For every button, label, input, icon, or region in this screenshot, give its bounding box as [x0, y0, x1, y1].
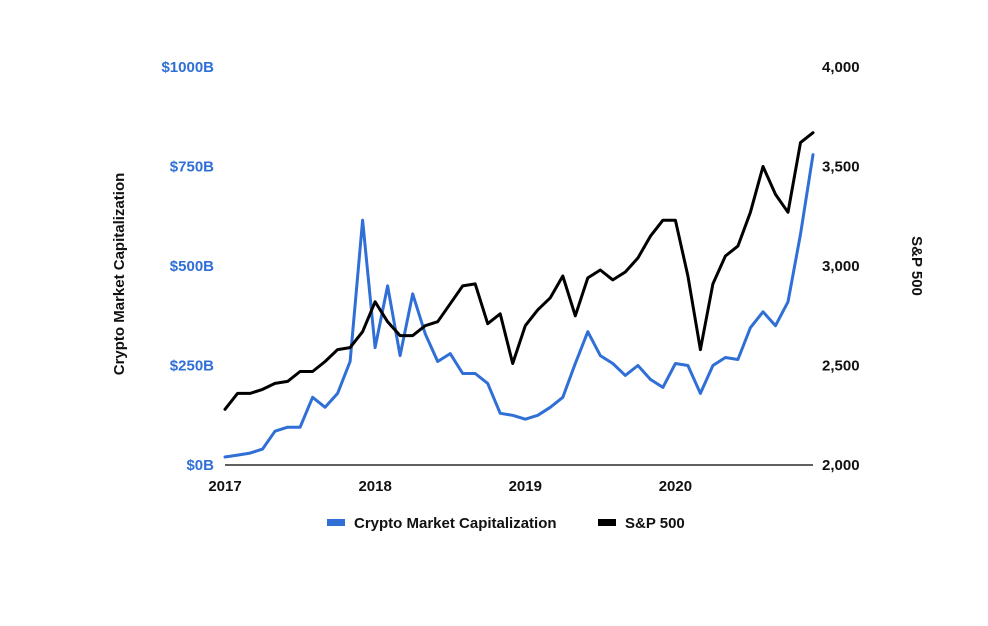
series-layer [223, 131, 815, 459]
left-axis-ticks: $0B $250B $500B $750B $1000B [161, 59, 214, 474]
legend-swatch [598, 519, 616, 526]
x-axis-ticks: 2017 2018 2019 2020 [208, 478, 692, 495]
left-tick-label: $1000B [161, 59, 214, 76]
legend-label: S&P 500 [625, 515, 685, 532]
legend-label: Crypto Market Capitalization [354, 515, 557, 532]
right-tick-label: 2,500 [822, 358, 860, 375]
left-axis-title: Crypto Market Capitalization [111, 173, 128, 376]
x-tick-label: 2019 [509, 478, 542, 495]
left-tick-label: $250B [170, 358, 214, 375]
right-tick-label: 3,000 [822, 258, 860, 275]
right-axis-title: S&P 500 [908, 236, 925, 296]
right-tick-label: 2,000 [822, 457, 860, 474]
x-tick-label: 2018 [358, 478, 391, 495]
left-tick-label: $500B [170, 258, 214, 275]
sp500-series-line [223, 131, 815, 411]
right-tick-label: 3,500 [822, 159, 860, 176]
legend: Crypto Market Capitalization S&P 500 [327, 515, 685, 532]
right-axis-ticks: 2,000 2,500 3,000 3,500 4,000 [822, 59, 860, 474]
right-tick-label: 4,000 [822, 59, 860, 76]
x-tick-label: 2020 [659, 478, 692, 495]
left-tick-label: $750B [170, 159, 214, 176]
left-tick-label: $0B [186, 457, 214, 474]
crypto-series-line [223, 153, 815, 459]
x-tick-label: 2017 [208, 478, 241, 495]
legend-swatch [327, 519, 345, 526]
